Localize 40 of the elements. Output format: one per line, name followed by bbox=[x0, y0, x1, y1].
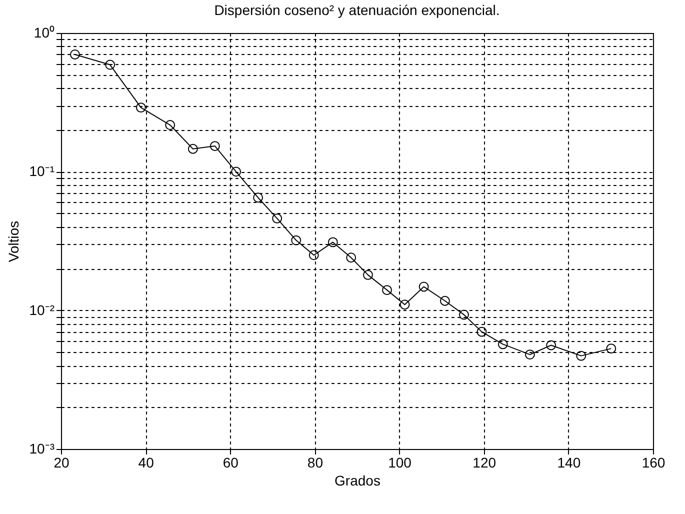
point bbox=[210, 141, 220, 152]
point bbox=[382, 285, 392, 296]
point bbox=[606, 344, 616, 354]
x-tick-label: 60 bbox=[222, 454, 239, 470]
point bbox=[308, 250, 319, 260]
point bbox=[346, 252, 356, 263]
point bbox=[418, 282, 429, 292]
x-tick-label: 100 bbox=[388, 454, 412, 470]
point bbox=[524, 350, 535, 360]
point bbox=[328, 237, 338, 248]
point bbox=[136, 102, 146, 113]
point bbox=[188, 144, 198, 154]
x-tick-label: 140 bbox=[557, 454, 581, 470]
point bbox=[105, 60, 116, 70]
x-tick-label: 80 bbox=[307, 454, 324, 470]
chart-title: Dispersión coseno² y atenuación exponencial. bbox=[214, 2, 500, 18]
y-tick-label: 10⁻² bbox=[29, 302, 55, 318]
point bbox=[459, 310, 469, 320]
point bbox=[272, 213, 282, 224]
point bbox=[546, 340, 556, 350]
y-tick-label: 10⁻³ bbox=[29, 440, 55, 456]
point bbox=[476, 326, 487, 337]
point bbox=[498, 339, 508, 350]
point bbox=[291, 235, 302, 246]
x-tick-label: 160 bbox=[642, 454, 666, 470]
point bbox=[231, 166, 242, 177]
y-axis-title: Voltios bbox=[5, 220, 22, 262]
x-tick-label: 120 bbox=[472, 454, 496, 470]
point bbox=[165, 120, 176, 130]
point bbox=[576, 350, 586, 361]
y-tick-label: 10⁰ bbox=[34, 24, 54, 40]
point bbox=[253, 192, 264, 203]
point bbox=[440, 296, 450, 306]
y-tick-label: 10⁻¹ bbox=[29, 163, 55, 180]
x-tick-label: 40 bbox=[138, 454, 154, 470]
point bbox=[363, 270, 373, 280]
point bbox=[400, 300, 410, 310]
point bbox=[70, 50, 80, 60]
x-tick-label: 20 bbox=[54, 454, 70, 470]
x-axis-title: Grados bbox=[334, 472, 380, 488]
